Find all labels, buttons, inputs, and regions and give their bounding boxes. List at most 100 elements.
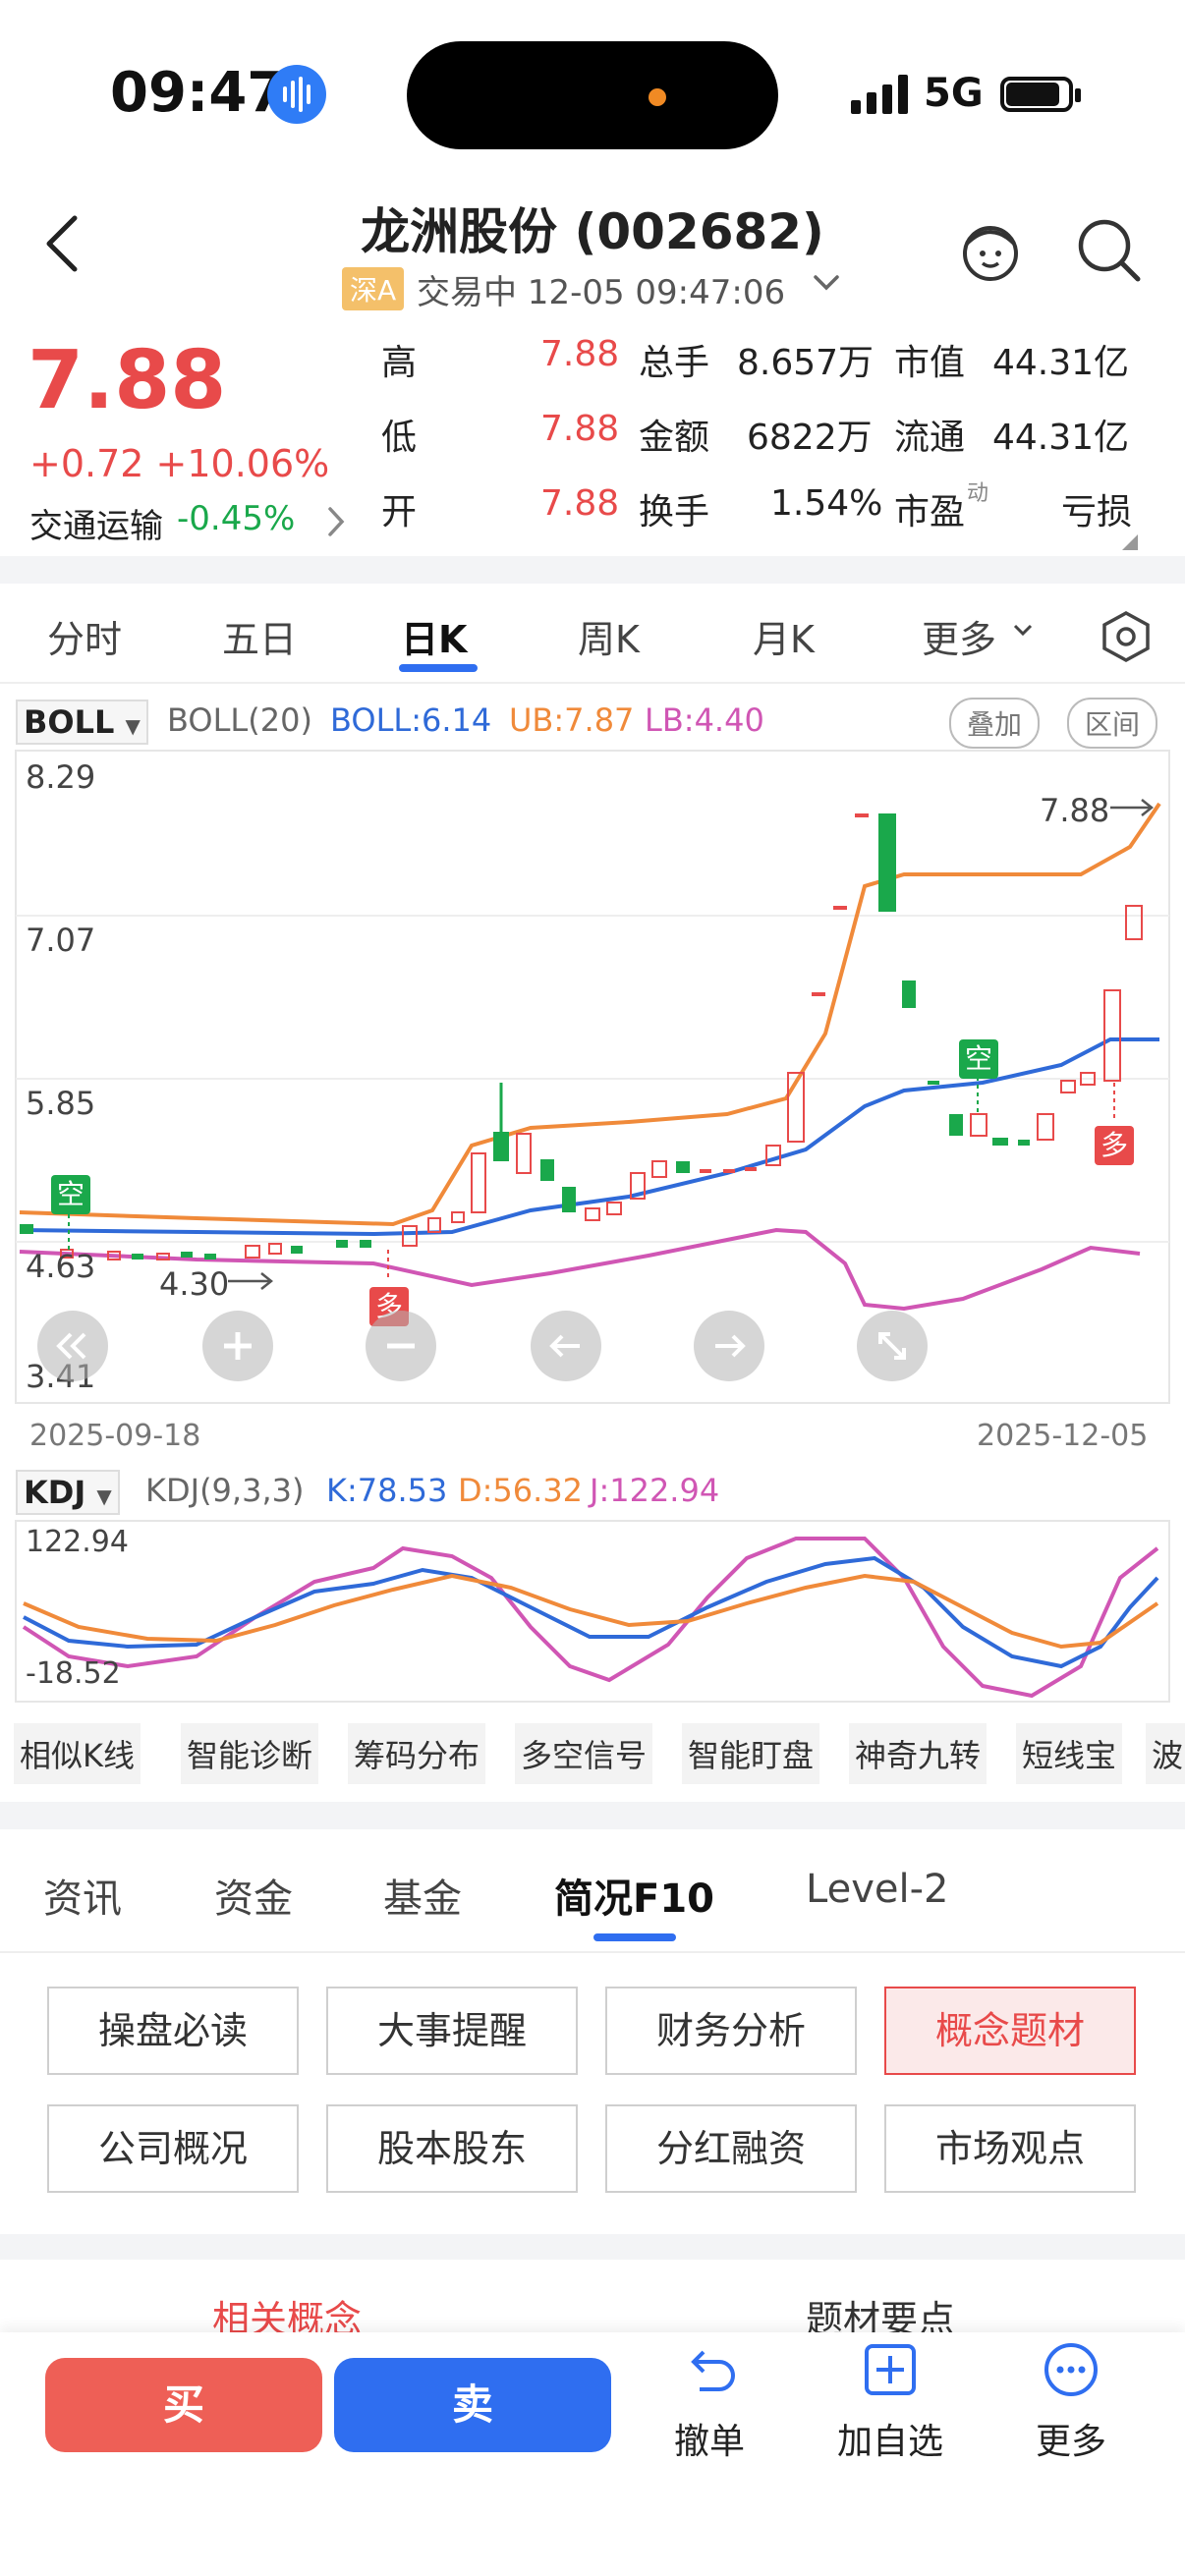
quote-high: 7.88 xyxy=(540,334,620,374)
tool-magic-nine[interactable]: 神奇九转 xyxy=(849,1723,988,1784)
quote-label-high: 高 xyxy=(381,343,418,383)
battery-icon xyxy=(1000,77,1073,112)
low-price-label: 4.30 xyxy=(159,1265,230,1303)
quote-pe: 亏损 xyxy=(1061,492,1133,532)
tool-smart-watch[interactable]: 智能盯盘 xyxy=(682,1723,820,1784)
tool-long-short-signal[interactable]: 多空信号 xyxy=(515,1723,653,1784)
tool-similar-k[interactable]: 相似K线 xyxy=(14,1723,141,1784)
pan-left-button[interactable] xyxy=(531,1311,601,1381)
kdj-k: K:78.53 xyxy=(326,1472,448,1509)
assistant-avatar-icon[interactable] xyxy=(955,214,1026,289)
range-button[interactable]: 区间 xyxy=(1067,698,1158,749)
pan-right-button[interactable] xyxy=(694,1311,764,1381)
tab-intraday[interactable]: 分时 xyxy=(47,618,123,661)
tab-fund[interactable]: 基金 xyxy=(383,1876,462,1922)
sector-name[interactable]: 交通运输 xyxy=(29,507,163,546)
tab-profile-f10[interactable]: 简况F10 xyxy=(554,1876,714,1922)
cellular-signal-icon xyxy=(851,75,910,118)
expand-corner-icon[interactable] xyxy=(1122,534,1138,554)
rewind-button[interactable] xyxy=(37,1311,108,1381)
battery-level xyxy=(1006,83,1059,106)
quote-label-volume: 总手 xyxy=(639,343,710,383)
quote-label-turnover: 换手 xyxy=(639,492,710,532)
settings-hex-icon[interactable] xyxy=(1099,609,1154,668)
tab-level2[interactable]: Level-2 xyxy=(806,1867,949,1912)
kline-chart[interactable] xyxy=(0,749,1185,1407)
kline-candles xyxy=(20,813,1143,1260)
overlay-button[interactable]: 叠加 xyxy=(949,698,1041,749)
boll-ub: UB:7.87 xyxy=(509,701,635,739)
add-watchlist-button[interactable]: 加自选 xyxy=(836,2422,943,2462)
fullscreen-button[interactable] xyxy=(857,1311,928,1381)
last-price-label: 7.88 xyxy=(1040,792,1110,829)
quote-label-amount: 金额 xyxy=(639,418,710,458)
quote-volume: 8.657万 xyxy=(737,343,875,383)
zoom-out-button[interactable] xyxy=(366,1311,436,1381)
chevron-down-icon[interactable] xyxy=(812,271,841,299)
tool-smart-diagnosis[interactable]: 智能诊断 xyxy=(181,1723,319,1784)
date-end: 2025-12-05 xyxy=(977,1419,1149,1453)
price-change: +0.72 +10.06% xyxy=(29,442,330,485)
undo-icon[interactable] xyxy=(680,2340,739,2403)
tab-news[interactable]: 资讯 xyxy=(43,1876,122,1922)
button-company-overview[interactable]: 公司概况 xyxy=(47,2104,299,2193)
trade-status: 交易中 12-05 09:47:06 xyxy=(417,273,786,312)
tool-short-term[interactable]: 短线宝 xyxy=(1016,1723,1123,1784)
indicator-selector-boll[interactable]: BOLL ▼ xyxy=(16,700,148,745)
date-start: 2025-09-18 xyxy=(29,1419,201,1453)
quote-label-pe: 市盈 xyxy=(894,492,966,532)
button-financial-analysis[interactable]: 财务分析 xyxy=(605,1987,857,2075)
signal-short-badge: 空 xyxy=(51,1175,90,1214)
quote-mktcap: 44.31亿 xyxy=(992,343,1130,383)
tool-chip-distribution[interactable]: 筹码分布 xyxy=(348,1723,486,1784)
dynamic-island xyxy=(407,41,778,149)
active-tab-indicator xyxy=(399,664,478,672)
tab-daily-k[interactable]: 日K xyxy=(401,618,468,661)
signal-long-badge: 多 xyxy=(1095,1126,1134,1165)
buy-button[interactable]: 买 xyxy=(45,2358,322,2452)
chevron-down-icon[interactable] xyxy=(1012,623,1034,643)
more-button[interactable]: 更多 xyxy=(1035,2422,1106,2462)
indicator-selector-kdj[interactable]: KDJ ▼ xyxy=(16,1470,120,1515)
more-icon[interactable] xyxy=(1042,2340,1100,2403)
section-divider xyxy=(0,1802,1185,1829)
button-major-events[interactable]: 大事提醒 xyxy=(326,1987,578,2075)
search-icon[interactable] xyxy=(1073,214,1144,289)
battery-cap xyxy=(1075,88,1081,102)
y-label-3: 5.85 xyxy=(26,1085,96,1122)
y-label-2: 7.07 xyxy=(26,922,96,959)
cancel-order-button[interactable]: 撤单 xyxy=(673,2422,745,2462)
button-concept-themes[interactable]: 概念题材 xyxy=(884,1987,1136,2075)
back-button[interactable] xyxy=(43,214,83,277)
quote-float: 44.31亿 xyxy=(992,418,1130,458)
kdj-y-min: -18.52 xyxy=(26,1656,121,1691)
button-market-views[interactable]: 市场观点 xyxy=(884,2104,1136,2193)
y-label-max: 8.29 xyxy=(26,758,96,796)
quote-label-mktcap: 市值 xyxy=(894,343,966,383)
tab-funds-flow[interactable]: 资金 xyxy=(214,1876,293,1922)
button-dividends-financing[interactable]: 分红融资 xyxy=(605,2104,857,2193)
kdj-chart[interactable] xyxy=(0,1519,1185,1704)
stock-title: 龙洲股份 (002682) xyxy=(361,203,824,260)
active-tab-indicator xyxy=(593,1933,676,1941)
sell-button[interactable]: 卖 xyxy=(334,2358,611,2452)
add-watchlist-icon[interactable] xyxy=(861,2340,920,2403)
zoom-in-button[interactable] xyxy=(202,1311,273,1381)
chevron-right-icon[interactable] xyxy=(324,505,348,542)
boll-lb: LB:4.40 xyxy=(645,701,764,739)
tab-weekly-k[interactable]: 周K xyxy=(578,618,640,661)
kdj-y-max: 122.94 xyxy=(26,1525,129,1559)
tool-wave[interactable]: 波 xyxy=(1146,1723,1185,1784)
tab-five-day[interactable]: 五日 xyxy=(222,618,298,661)
tab-monthly-k[interactable]: 月K xyxy=(753,618,815,661)
tab-more[interactable]: 更多 xyxy=(922,618,997,661)
quote-amount: 6822万 xyxy=(747,418,873,458)
kdj-j: J:122.94 xyxy=(590,1472,720,1509)
kdj-d: D:56.32 xyxy=(458,1472,584,1509)
quote-label-float: 流通 xyxy=(894,418,966,458)
quote-label-low: 低 xyxy=(381,418,418,458)
button-trading-guide[interactable]: 操盘必读 xyxy=(47,1987,299,2075)
quote-label-open: 开 xyxy=(381,492,418,532)
button-shareholders[interactable]: 股本股东 xyxy=(326,2104,578,2193)
tab-divider xyxy=(0,1951,1185,1953)
